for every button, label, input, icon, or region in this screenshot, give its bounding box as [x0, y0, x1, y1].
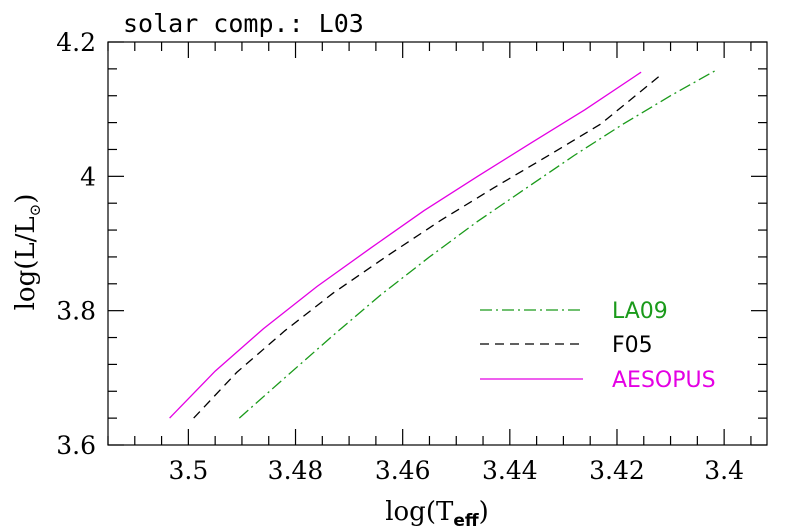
x-tick-label: 3.42 [589, 456, 645, 485]
x-axis-label-close: ) [479, 497, 489, 527]
y-tick-label: 3.8 [56, 297, 96, 326]
x-axis-label: log(Teff) [385, 497, 489, 529]
legend-label-aesopus: AESOPUS [612, 368, 716, 393]
legend-label-f05: F05 [612, 333, 653, 358]
y-tick-label: 3.6 [56, 431, 96, 460]
x-tick-label: 3.46 [375, 456, 431, 485]
x-tick-labels: 3.5 3.48 3.46 3.44 3.42 3.4 [168, 456, 744, 485]
plot-border [107, 41, 768, 446]
y-axis-label-subscript: ⊙ [26, 204, 44, 217]
y-axis-label-base: log(L/L [11, 216, 41, 310]
series-line-la09 [238, 69, 717, 419]
series-lines [169, 69, 717, 419]
x-tick-label: 3.48 [268, 456, 324, 485]
x-tick-label: 3.5 [168, 456, 208, 485]
axis-ticks [107, 41, 767, 446]
x-tick-label: 3.44 [482, 456, 538, 485]
legend-label-la09: LA09 [612, 299, 668, 324]
x-axis-label-subscript: eff [453, 511, 479, 529]
series-line-aesopus [169, 71, 642, 419]
y-axis-label-close: ) [11, 194, 41, 204]
x-axis-label-base: log(T [385, 497, 454, 527]
x-tick-label: 3.4 [704, 456, 744, 485]
chart-title: solar comp.: L03 [123, 9, 364, 38]
y-tick-label: 4.2 [56, 28, 96, 57]
y-axis-label: log(L/L⊙) [11, 194, 44, 311]
y-tick-label: 4 [80, 162, 96, 191]
plot-frame [107, 41, 768, 446]
legend: LA09 F05 AESOPUS [480, 299, 716, 393]
series-line-f05 [193, 73, 663, 419]
y-tick-labels: 3.6 3.8 4 4.2 [56, 28, 96, 460]
